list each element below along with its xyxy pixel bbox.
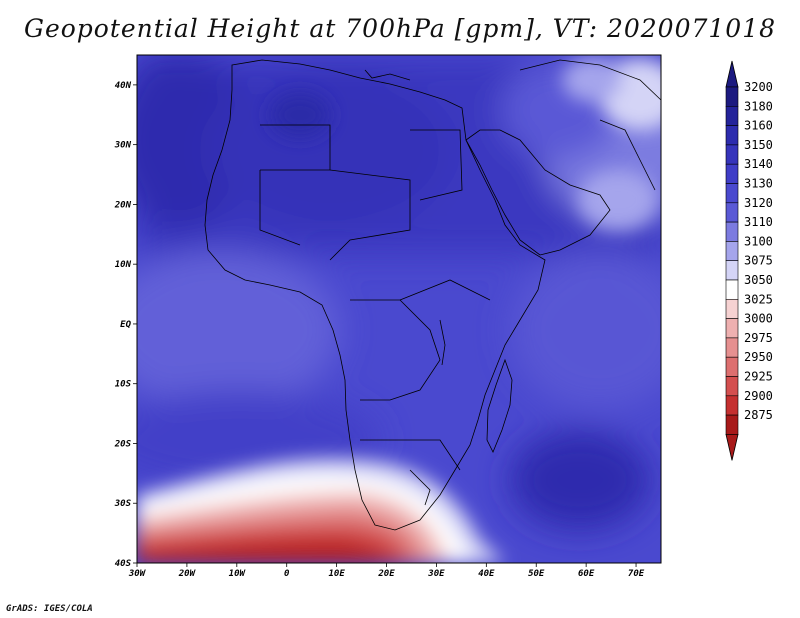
colorbar-swatch — [725, 163, 739, 184]
x-tick-label: 10W — [229, 569, 247, 579]
colorbar-label: 3120 — [744, 196, 773, 210]
colorbar-swatch — [725, 106, 739, 126]
y-tick-label: 30S — [114, 499, 132, 509]
y-tick-label: 40S — [115, 559, 132, 569]
colorbar-label: 3150 — [744, 138, 773, 152]
x-tick-label: 40E — [478, 569, 495, 579]
colorbar-swatch — [725, 298, 739, 319]
x-axis-ticks: 30W 20W 10W 0 10E 20E 30E 40E 50E 60E 70E — [128, 563, 645, 579]
y-tick-label: 20S — [114, 439, 132, 449]
colorbar-swatch — [725, 318, 739, 339]
colorbar-swatch — [725, 125, 739, 146]
colorbar-label: 3200 — [744, 80, 773, 94]
colorbar-label: 3180 — [744, 99, 773, 113]
colorbar-swatch — [725, 202, 739, 223]
plot-frame — [136, 54, 662, 564]
map-title: Geopotential Height at 700hPa [gpm], VT:… — [23, 14, 777, 43]
height-field — [137, 55, 661, 563]
colorbar-label: 3100 — [744, 234, 773, 248]
colorbar-label: 3110 — [744, 215, 773, 229]
colorbar-swatch — [725, 86, 739, 107]
colorbar-cap-bottom — [725, 433, 739, 461]
colorbar-swatch — [725, 337, 739, 358]
x-tick-label: 30W — [128, 569, 147, 579]
colorbar-swatch — [725, 144, 739, 165]
colorbar-swatch — [725, 414, 739, 435]
y-tick-label: 10N — [115, 260, 132, 270]
y-tick-label: 20N — [114, 200, 132, 210]
colorbar-label: 2925 — [744, 370, 773, 384]
x-tick-label: 10E — [328, 569, 345, 579]
colorbar-label: 2900 — [744, 389, 773, 403]
colorbar-label: 3140 — [744, 157, 773, 171]
colorbar-swatch — [725, 241, 739, 261]
colorbar-swatch — [725, 356, 739, 377]
x-tick-label: 20E — [377, 569, 395, 579]
x-tick-label: 60E — [578, 569, 595, 579]
colorbar-swatch — [725, 376, 739, 397]
coastlines — [204, 59, 661, 531]
colorbar-label: 2875 — [744, 408, 773, 422]
y-tick-label: 10S — [115, 380, 132, 390]
colorbar-label: 2950 — [744, 350, 773, 364]
x-tick-label: 30E — [427, 569, 445, 579]
colorbar-cap-top — [725, 60, 739, 88]
colorbar-label: 2975 — [744, 331, 773, 345]
colorbar-label: 3160 — [744, 119, 773, 133]
y-tick-label: 30N — [114, 141, 132, 151]
colorbar-label: 3075 — [744, 254, 773, 268]
colorbar-swatch — [725, 395, 739, 416]
colorbar-label: 3025 — [744, 292, 773, 306]
colorbar-label: 3050 — [744, 273, 773, 287]
colorbar: 3200 3180 3160 3150 3140 3130 3120 3110 3100 3075… — [725, 60, 773, 461]
x-tick-label: 70E — [628, 569, 645, 579]
colorbar-swatch — [725, 221, 739, 242]
y-axis-ticks: 40N 30N 20N 10N EQ 10S 20S 30S 40S — [114, 81, 137, 569]
colorbar-swatch — [725, 183, 739, 204]
y-tick-label: EQ — [120, 320, 131, 330]
x-tick-label: 0 — [284, 569, 290, 579]
colorbar-label: 3000 — [744, 312, 773, 326]
x-tick-label: 20W — [178, 569, 197, 579]
y-tick-label: 40N — [115, 81, 132, 91]
x-tick-label: 50E — [528, 569, 545, 579]
colorbar-swatch — [725, 279, 739, 300]
colorbar-label: 3130 — [744, 177, 773, 191]
colorbar-swatch — [725, 260, 739, 281]
credit-label: GrADS: IGES/COLA — [6, 604, 93, 614]
